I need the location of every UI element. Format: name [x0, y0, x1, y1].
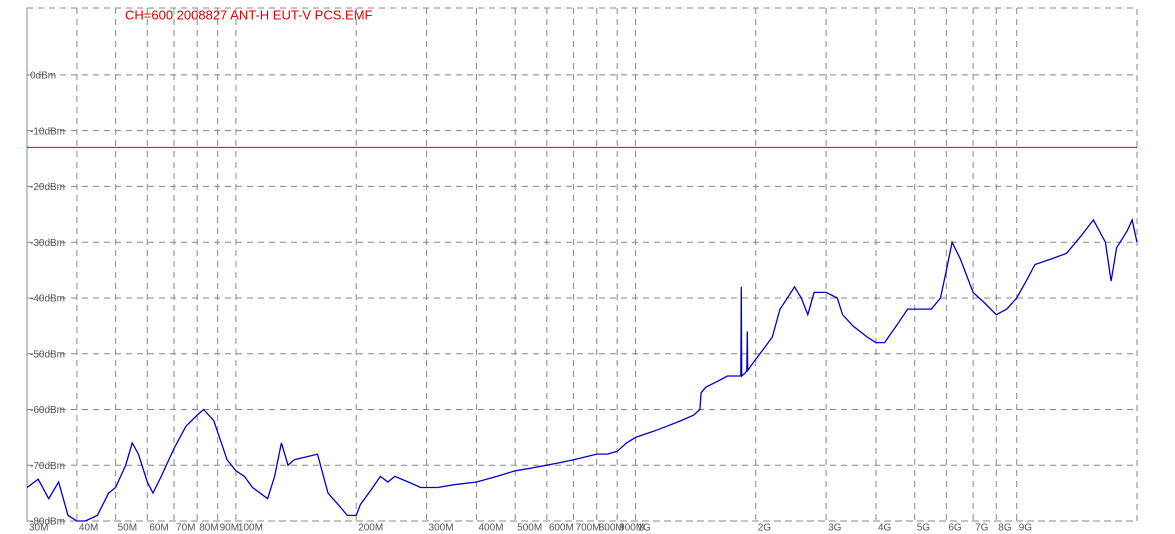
x-tick-label: 200M	[358, 523, 383, 534]
plot-area	[26, 7, 1138, 522]
x-tick-label: 700M	[576, 523, 601, 534]
x-tick-label: 40M	[79, 523, 98, 534]
x-tick-label: 3G	[828, 523, 842, 534]
y-tick-label: -60dBm	[30, 405, 65, 416]
x-tick-label: 60M	[149, 523, 168, 534]
x-tick-label: 300M	[429, 523, 454, 534]
x-tick-label: 400M	[478, 523, 503, 534]
y-tick-label: -30dBm	[30, 238, 65, 249]
x-tick-label: 800M	[599, 523, 624, 534]
y-tick-label: -80dBm	[30, 517, 65, 528]
y-tick-label: 0dBm	[30, 71, 56, 82]
chart-title: CH=600 2008827 ANT-H EUT-V PCS.EMF	[125, 7, 373, 22]
x-tick-label: 600M	[549, 523, 574, 534]
x-tick-label: 6G	[948, 523, 962, 534]
x-tick-label: 7G	[975, 523, 989, 534]
x-tick-label: 4G	[878, 523, 892, 534]
x-tick-label: 80M	[199, 523, 218, 534]
x-tick-label: 50M	[118, 523, 137, 534]
trace	[26, 217, 1138, 522]
x-tick-label: 90M	[220, 523, 239, 534]
y-tick-label: -20dBm	[30, 182, 65, 193]
x-tick-label: 2G	[758, 523, 772, 534]
y-tick-label: -70dBm	[30, 461, 65, 472]
x-tick-label: 8G	[998, 523, 1012, 534]
x-tick-label: 1G	[637, 523, 651, 534]
x-tick-label: 5G	[917, 523, 931, 534]
y-tick-label: -40dBm	[30, 294, 65, 305]
y-tick-label: -50dBm	[30, 349, 65, 360]
x-tick-label: 100M	[238, 523, 263, 534]
x-tick-label: 500M	[517, 523, 542, 534]
x-tick-label: 30M	[29, 523, 48, 534]
x-tick-label: 9G	[1019, 523, 1033, 534]
x-tick-label: 70M	[176, 523, 195, 534]
x-tick-label: 900M	[619, 523, 644, 534]
y-tick-label: -10dBm	[30, 126, 65, 137]
